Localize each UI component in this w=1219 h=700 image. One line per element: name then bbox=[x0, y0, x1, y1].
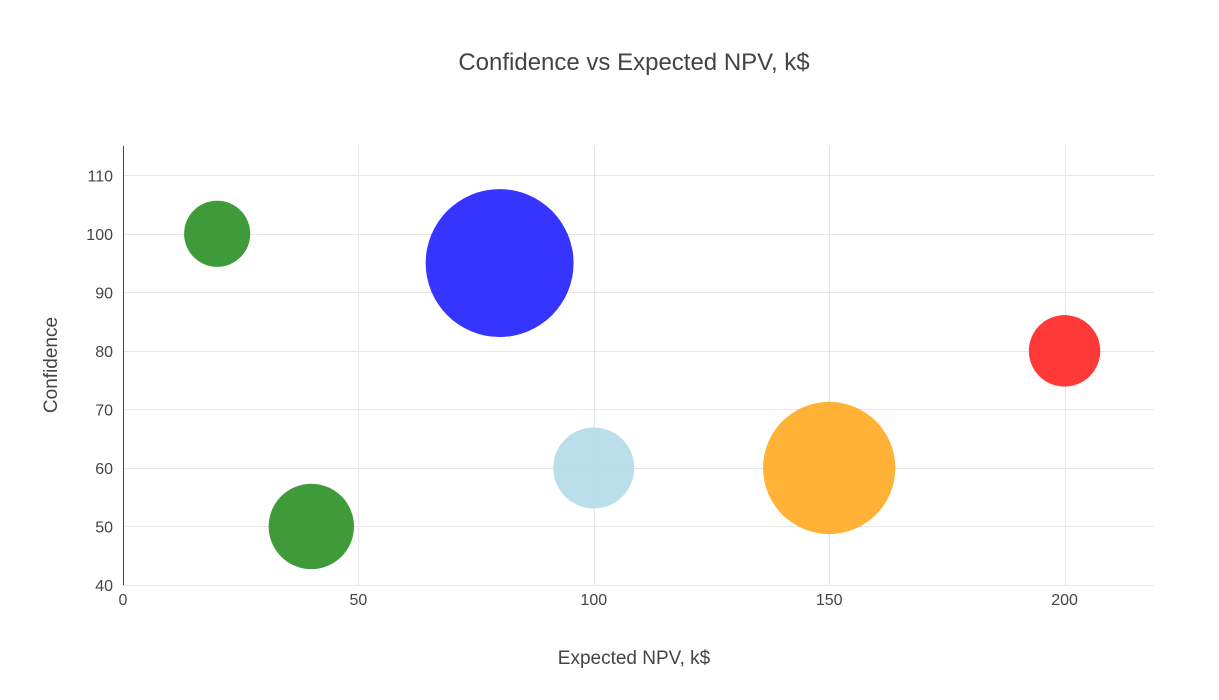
y-tick-labels: 40 50 60 70 80 90 100 110 bbox=[86, 168, 113, 595]
y-tick-label: 70 bbox=[95, 402, 113, 419]
bubble-point[interactable] bbox=[425, 189, 574, 338]
x-tick-label: 0 bbox=[119, 592, 128, 609]
bubble-point[interactable] bbox=[268, 483, 355, 570]
x-tick-labels: 0 50 100 150 200 bbox=[119, 592, 1078, 609]
data-points bbox=[184, 189, 1101, 570]
y-tick-label: 50 bbox=[95, 519, 113, 536]
x-tick-label: 100 bbox=[580, 592, 607, 609]
y-tick-label: 110 bbox=[87, 168, 113, 185]
y-tick-label: 80 bbox=[95, 344, 113, 361]
y-tick-label: 40 bbox=[95, 578, 113, 595]
x-axis-label: Expected NPV, k$ bbox=[558, 648, 711, 669]
x-tick-label: 50 bbox=[349, 592, 367, 609]
chart-title: Confidence vs Expected NPV, k$ bbox=[458, 49, 809, 76]
bubble-point[interactable] bbox=[763, 401, 896, 535]
y-tick-label: 90 bbox=[95, 285, 113, 302]
x-tick-label: 200 bbox=[1051, 592, 1078, 609]
x-tick-label: 150 bbox=[816, 592, 843, 609]
y-tick-label: 100 bbox=[86, 227, 113, 244]
bubble-point[interactable] bbox=[553, 427, 635, 509]
y-axis-label: Confidence bbox=[41, 317, 62, 413]
bubble-point[interactable] bbox=[1028, 315, 1101, 387]
bubble-point[interactable] bbox=[184, 200, 251, 267]
y-tick-label: 60 bbox=[95, 461, 113, 478]
